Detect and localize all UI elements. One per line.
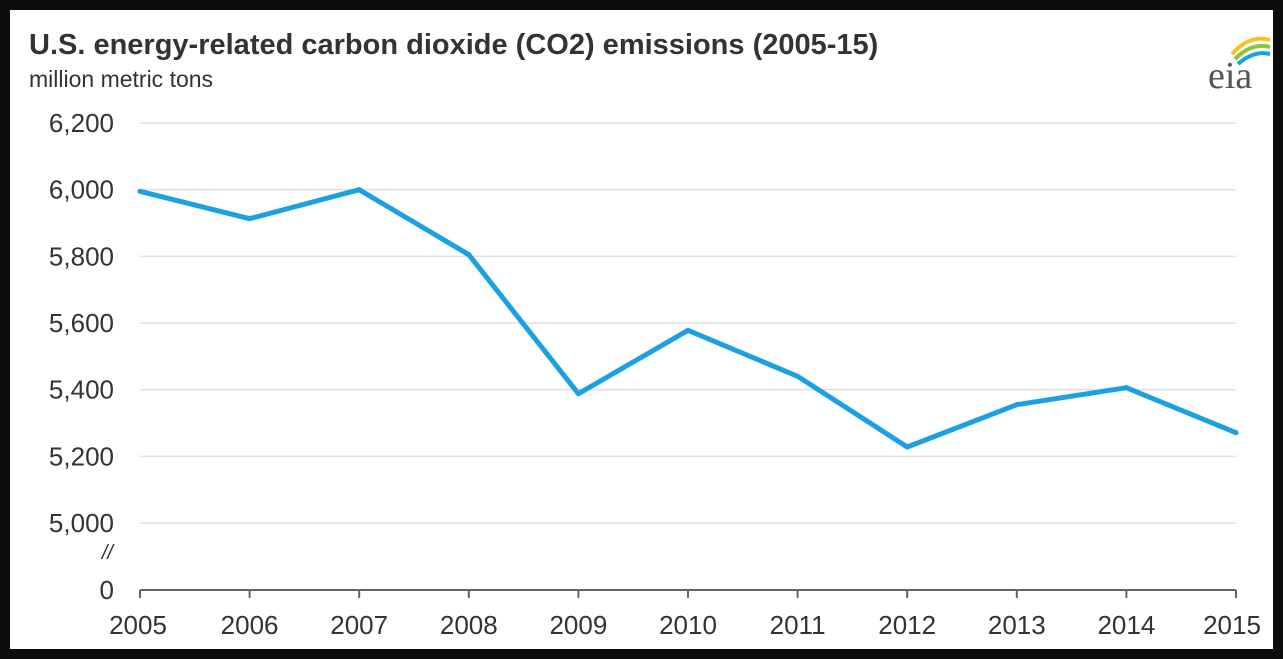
series-layer: [137, 187, 1239, 450]
x-tick-label: 2009: [549, 610, 607, 640]
y-tick-label: 6,000: [49, 175, 114, 205]
chart-title: U.S. energy-related carbon dioxide (CO2)…: [29, 29, 879, 61]
data-point-2014: [1123, 385, 1129, 391]
data-point-2006: [247, 216, 253, 222]
data-point-2011: [795, 373, 801, 379]
axis-break-label: //: [100, 542, 116, 564]
x-tick-label: 2005: [109, 610, 167, 640]
data-point-2013: [1014, 402, 1020, 408]
data-point-2009: [575, 391, 581, 397]
y-tick-label: 5,600: [49, 308, 114, 338]
x-axis-tick-labels: 2005 2006 2007 2008 2009 2010 2011 2012 2013 2014…: [109, 610, 1261, 640]
data-point-2008: [466, 252, 472, 258]
chart-subtitle: million metric tons: [29, 66, 214, 92]
y-tick-label: 5,000: [49, 508, 114, 538]
logo-arc-yellow: [1230, 36, 1271, 56]
x-tick-label: 2011: [770, 610, 826, 640]
x-axis: [139, 589, 1237, 598]
y-tick-label: 0: [100, 575, 114, 605]
x-tick-label: 2012: [878, 610, 936, 640]
logo-text: eia: [1208, 55, 1252, 94]
y-tick-label: 5,200: [49, 441, 114, 471]
x-tick-label: 2006: [221, 610, 279, 640]
series-line-0: [137, 187, 1239, 450]
x-tick-label: 2013: [988, 610, 1046, 640]
data-point-2015: [1233, 430, 1239, 436]
x-tick-label: 2014: [1097, 610, 1155, 640]
data-point-2010: [685, 327, 691, 333]
x-tick-label: 2015: [1203, 610, 1261, 640]
grid-lines: [140, 122, 1236, 524]
x-tick-label: 2010: [659, 610, 717, 640]
y-tick-label: 5,400: [49, 375, 114, 405]
y-axis-tick-labels: 6,200 6,000 5,800 5,600 5,400 5,200 5,000 0: [49, 108, 114, 605]
y-tick-label: 6,200: [49, 108, 114, 138]
x-tick-label: 2007: [330, 610, 388, 640]
data-point-2005: [137, 188, 143, 194]
data-point-2012: [904, 444, 910, 450]
eia-logo-icon: eia: [1208, 36, 1271, 94]
data-point-2007: [356, 187, 362, 193]
x-tick-label: 2008: [440, 610, 498, 640]
y-tick-label: 5,800: [49, 241, 114, 271]
logo-arc-blue: [1236, 51, 1271, 66]
logo-arc-green: [1233, 43, 1271, 61]
